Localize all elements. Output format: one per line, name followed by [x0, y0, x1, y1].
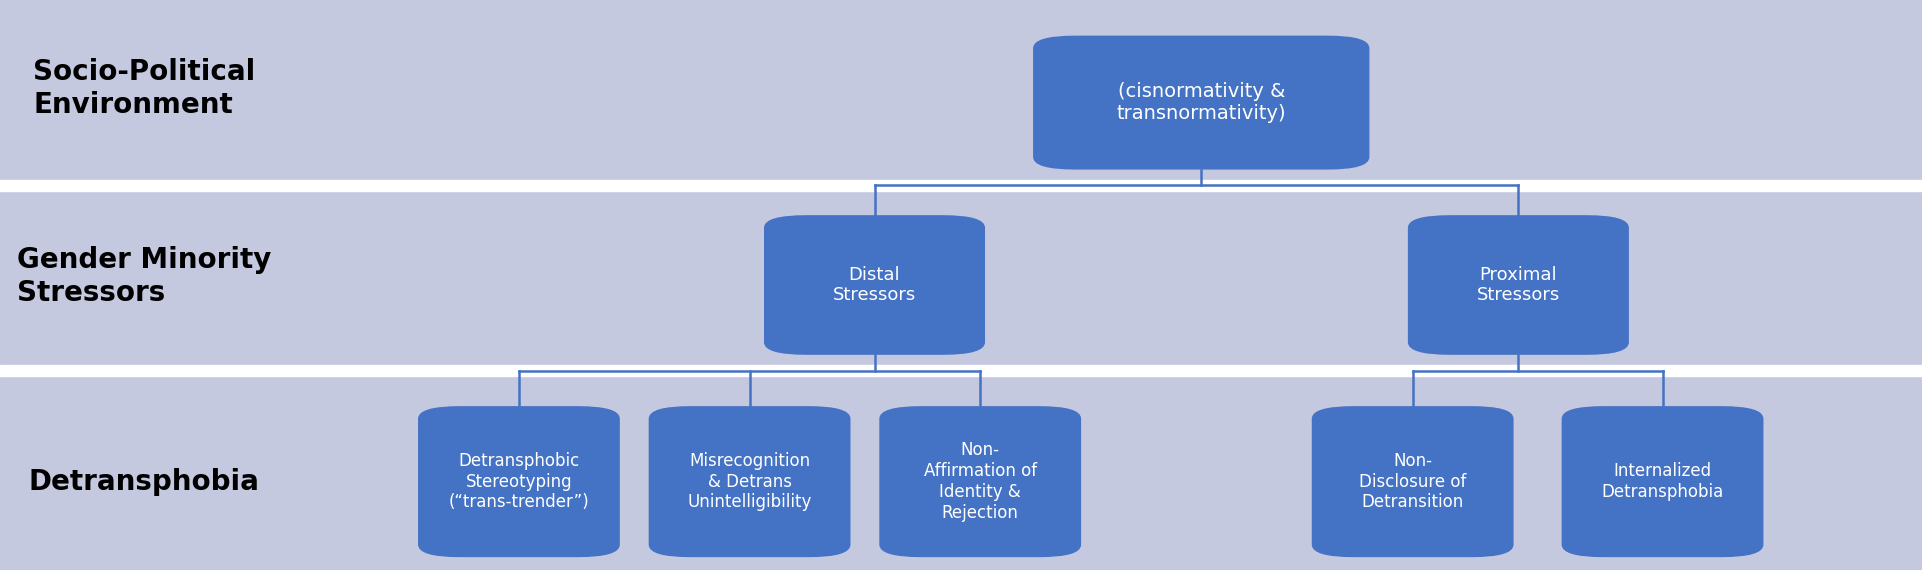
- FancyBboxPatch shape: [765, 215, 986, 355]
- Bar: [0, 365, 1922, 376]
- Text: Distal
Stressors: Distal Stressors: [832, 266, 917, 304]
- Text: Proximal
Stressors: Proximal Stressors: [1476, 266, 1561, 304]
- Text: Detransphobia: Detransphobia: [29, 467, 259, 496]
- Text: Non-
Disclosure of
Detransition: Non- Disclosure of Detransition: [1359, 452, 1466, 511]
- Text: Detransphobic
Stereotyping
(“trans-trender”): Detransphobic Stereotyping (“trans-trend…: [448, 452, 590, 511]
- FancyBboxPatch shape: [880, 406, 1080, 557]
- Text: Non-
Affirmation of
Identity &
Rejection: Non- Affirmation of Identity & Rejection: [924, 441, 1036, 522]
- Bar: [0, 0, 1922, 180]
- Text: (cisnormativity &
transnormativity): (cisnormativity & transnormativity): [1117, 82, 1286, 123]
- Bar: [0, 191, 1922, 365]
- Text: Socio-Political
Environment: Socio-Political Environment: [33, 58, 256, 119]
- FancyBboxPatch shape: [1034, 36, 1368, 170]
- FancyBboxPatch shape: [650, 406, 851, 557]
- Text: Gender Minority
Stressors: Gender Minority Stressors: [17, 246, 271, 307]
- FancyBboxPatch shape: [1313, 406, 1515, 557]
- Text: Misrecognition
& Detrans
Unintelligibility: Misrecognition & Detrans Unintelligibili…: [688, 452, 811, 511]
- FancyBboxPatch shape: [1407, 215, 1630, 355]
- FancyBboxPatch shape: [419, 406, 621, 557]
- Bar: [0, 180, 1922, 191]
- Text: Internalized
Detransphobia: Internalized Detransphobia: [1601, 462, 1724, 501]
- FancyBboxPatch shape: [1563, 406, 1764, 557]
- Bar: [0, 376, 1922, 570]
